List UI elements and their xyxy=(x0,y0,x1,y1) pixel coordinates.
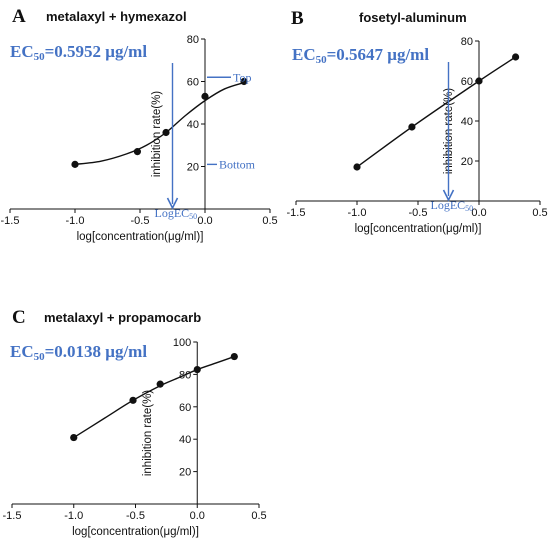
y-tick-label: 40 xyxy=(179,434,191,446)
x-tick-label: -0.5 xyxy=(131,215,150,227)
y-axis-label: inhibition rate(%) xyxy=(151,91,163,177)
y-tick-label: 20 xyxy=(179,467,191,479)
logec50-arrow-head xyxy=(442,189,455,202)
logec50-annotation: LogEC50 xyxy=(431,198,474,213)
x-tick-label: -1.0 xyxy=(66,215,85,227)
data-point xyxy=(201,92,209,100)
data-point xyxy=(230,352,238,361)
top-annotation: Top xyxy=(233,70,252,84)
y-tick-label: 20 xyxy=(187,162,199,174)
x-tick-label: 0.0 xyxy=(471,207,486,219)
x-axis-label: log[concentration(μg/ml)] xyxy=(72,526,199,538)
y-tick-label: 40 xyxy=(461,116,473,128)
panel-letter: B xyxy=(291,8,304,29)
panel-letter: A xyxy=(12,6,26,27)
x-axis-label: log[concentration(μg/ml)] xyxy=(355,223,482,235)
ec50-label: EC50=0.5647 μg/ml xyxy=(292,45,429,66)
x-tick-label: -1.0 xyxy=(64,510,83,522)
y-tick-label: 80 xyxy=(461,36,473,48)
x-axis-label: log[concentration(μg/ml)] xyxy=(77,231,204,243)
y-tick-label: 40 xyxy=(187,119,199,131)
data-point xyxy=(133,148,141,156)
data-point xyxy=(408,123,416,131)
fit-curve xyxy=(73,355,235,439)
logec50-arrow-head xyxy=(166,197,179,210)
ec50-label: EC50=0.5952 μg/ml xyxy=(10,42,147,63)
ec50-label: EC50=0.0138 μg/ml xyxy=(10,342,147,363)
y-tick-label: 100 xyxy=(173,337,191,349)
chart-title: fosetyl-aluminum xyxy=(359,10,467,25)
x-tick-label: 0.0 xyxy=(190,510,205,522)
x-tick-label: 0.0 xyxy=(197,215,212,227)
data-point xyxy=(71,160,79,168)
x-tick-label: -0.5 xyxy=(409,207,428,219)
data-point xyxy=(162,128,170,137)
chart-title: metalaxyl + propamocarb xyxy=(44,310,201,325)
y-tick-label: 60 xyxy=(187,77,199,89)
fit-curve xyxy=(356,56,516,168)
data-point xyxy=(156,380,164,388)
y-tick-label: 60 xyxy=(461,76,473,88)
x-tick-label: -1.0 xyxy=(348,207,367,219)
bottom-annotation: Bottom xyxy=(219,157,256,171)
x-tick-label: 0.5 xyxy=(532,207,547,219)
data-point xyxy=(129,396,137,404)
x-tick-label: 0.5 xyxy=(262,215,277,227)
x-tick-label: -0.5 xyxy=(126,510,145,522)
data-point xyxy=(353,163,361,171)
data-point xyxy=(240,77,248,86)
y-tick-label: 20 xyxy=(461,156,473,168)
y-tick-label: 80 xyxy=(187,34,199,46)
data-point xyxy=(193,365,201,374)
data-point xyxy=(475,77,483,85)
panel-letter: C xyxy=(12,307,26,328)
data-point xyxy=(511,53,520,61)
x-tick-label: -1.5 xyxy=(287,207,306,219)
x-tick-label: -1.5 xyxy=(1,215,20,227)
y-tick-label: 60 xyxy=(179,402,191,414)
x-tick-label: -1.5 xyxy=(3,510,22,522)
chart-title: metalaxyl + hymexazol xyxy=(46,9,187,24)
data-point xyxy=(70,433,78,442)
y-axis-label: inhibition rate(%) xyxy=(142,390,154,476)
x-tick-label: 0.5 xyxy=(251,510,266,522)
logec50-annotation: LogEC50 xyxy=(155,206,198,221)
